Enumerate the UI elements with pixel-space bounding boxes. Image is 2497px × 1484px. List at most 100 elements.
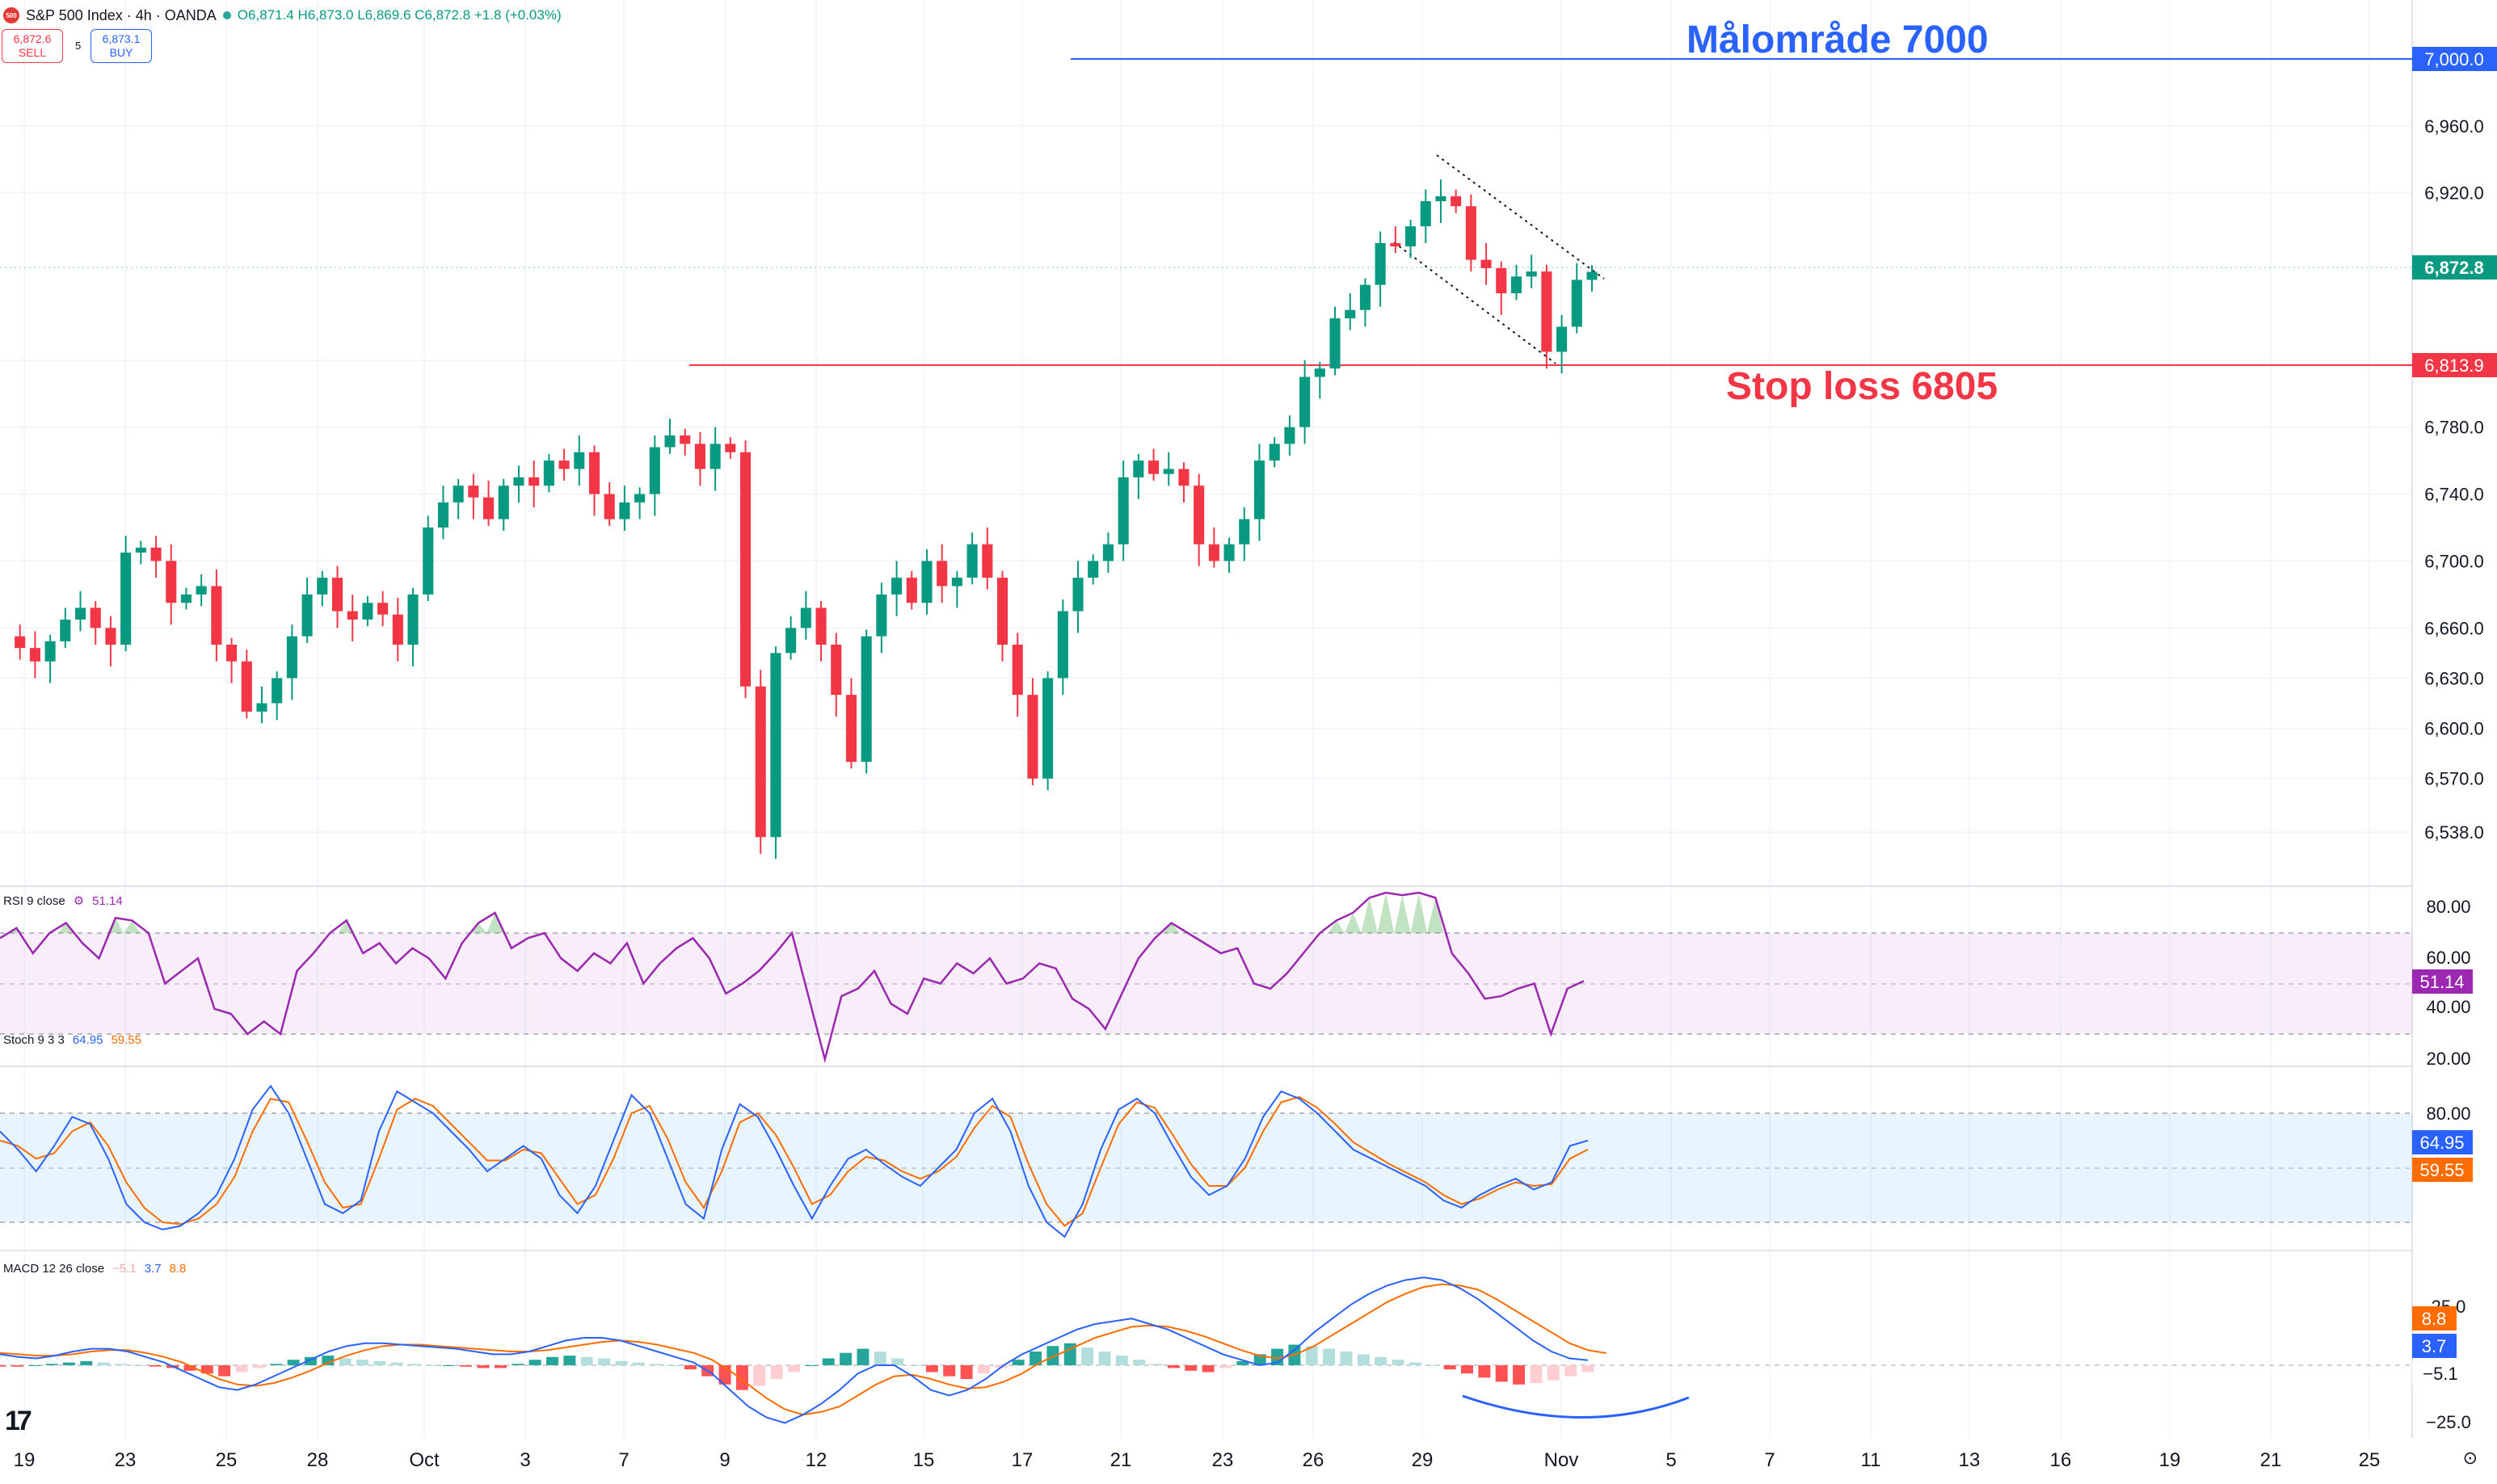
candle-body[interactable]: [937, 561, 948, 586]
candle-body[interactable]: [725, 444, 736, 452]
candle-body[interactable]: [1404, 226, 1417, 246]
stoch-k-line[interactable]: [0, 1084, 1589, 1238]
candle-body[interactable]: [1345, 309, 1356, 319]
candle-body[interactable]: [1088, 561, 1099, 578]
sell-button[interactable]: 6,872.6 SELL: [2, 29, 63, 63]
candle-body[interactable]: [845, 695, 857, 762]
candle-body[interactable]: [272, 678, 283, 704]
candle-body[interactable]: [1526, 271, 1537, 277]
rsi-settings-icon[interactable]: ⚙: [73, 894, 85, 908]
candle-body[interactable]: [1571, 280, 1582, 327]
candle-body[interactable]: [664, 435, 676, 448]
candle-body[interactable]: [1163, 469, 1174, 474]
candle-body[interactable]: [423, 528, 434, 595]
candle-body[interactable]: [634, 494, 646, 502]
candle-body[interactable]: [604, 494, 615, 519]
macd-curve-annotation[interactable]: [1462, 1394, 1690, 1419]
candle-body[interactable]: [15, 636, 26, 649]
candle-body[interactable]: [317, 578, 328, 595]
candle-body[interactable]: [528, 477, 540, 486]
candle-body[interactable]: [1586, 271, 1598, 280]
candle-body[interactable]: [921, 561, 933, 603]
candle-body[interactable]: [800, 607, 811, 628]
candle-body[interactable]: [1299, 376, 1311, 427]
stoch-legend[interactable]: Stoch 9 3 3 64.95 59.55: [3, 1033, 141, 1047]
tradingview-logo-icon[interactable]: 17: [5, 1406, 32, 1436]
macd-legend[interactable]: MACD 12 26 close −5.1 3.7 8.8: [3, 1262, 186, 1276]
candle-body[interactable]: [1027, 695, 1038, 779]
macd-line[interactable]: [0, 1276, 1589, 1424]
candle-body[interactable]: [196, 586, 207, 595]
candle-body[interactable]: [211, 586, 222, 645]
candle-body[interactable]: [891, 578, 903, 595]
candle-body[interactable]: [392, 614, 403, 645]
candle-body[interactable]: [1284, 427, 1295, 444]
candle-body[interactable]: [1269, 444, 1280, 461]
candle-body[interactable]: [1072, 578, 1084, 612]
candle-body[interactable]: [1451, 195, 1462, 207]
candle-body[interactable]: [739, 452, 752, 687]
candle-body[interactable]: [468, 486, 479, 498]
candle-body[interactable]: [876, 594, 887, 637]
candle-body[interactable]: [574, 452, 585, 469]
candle-body[interactable]: [1118, 477, 1129, 544]
candle-body[interactable]: [1102, 544, 1114, 561]
channel-upper-line[interactable]: [1436, 154, 1605, 280]
candle-body[interactable]: [1178, 469, 1190, 486]
candle-body[interactable]: [120, 553, 132, 645]
candle-body[interactable]: [90, 607, 101, 628]
candle-body[interactable]: [558, 460, 570, 469]
candle-body[interactable]: [377, 603, 389, 615]
candle-body[interactable]: [831, 645, 842, 696]
candle-body[interactable]: [588, 452, 600, 494]
candle-body[interactable]: [453, 486, 464, 502]
rsi-legend[interactable]: RSI 9 close ⚙ 51.14: [3, 893, 123, 909]
channel-lower-line[interactable]: [1393, 242, 1556, 364]
candle-body[interactable]: [226, 645, 238, 662]
candle-body[interactable]: [1253, 460, 1265, 519]
candle-body[interactable]: [1148, 460, 1160, 474]
candle-body[interactable]: [1390, 242, 1401, 246]
candle-body[interactable]: [982, 544, 993, 578]
candle-body[interactable]: [1329, 318, 1341, 369]
candle-body[interactable]: [694, 444, 705, 469]
candle-body[interactable]: [755, 686, 766, 838]
candle-body[interactable]: [1208, 544, 1219, 561]
candle-body[interactable]: [951, 578, 962, 586]
candle-body[interactable]: [710, 444, 721, 469]
candle-body[interactable]: [105, 628, 116, 645]
candle-body[interactable]: [1359, 284, 1371, 310]
candle-body[interactable]: [619, 502, 630, 519]
candle-body[interactable]: [301, 594, 313, 637]
candle-body[interactable]: [74, 607, 86, 620]
candle-body[interactable]: [1239, 519, 1250, 544]
candle-body[interactable]: [785, 628, 797, 654]
candle-body[interactable]: [483, 497, 495, 519]
candle-body[interactable]: [513, 477, 524, 486]
candle-body[interactable]: [906, 578, 917, 603]
candle-body[interactable]: [347, 611, 358, 620]
time-axis[interactable]: 19 23 25 28 Oct 3 7 9 12 15 17 21 23 26 29 Nov 5 7 11 13 16 1…: [14, 1449, 2381, 1471]
candle-body[interactable]: [362, 603, 373, 620]
candle-body[interactable]: [649, 447, 660, 494]
buy-button[interactable]: 6,873.1 BUY: [91, 29, 152, 63]
candle-body[interactable]: [407, 594, 419, 645]
candle-body[interactable]: [1042, 678, 1054, 779]
rsi-line[interactable]: [0, 891, 1585, 1064]
candle-body[interactable]: [1057, 611, 1068, 679]
candle-body[interactable]: [1496, 267, 1507, 293]
candle-body[interactable]: [256, 703, 267, 712]
candle-body[interactable]: [966, 544, 978, 578]
candle-body[interactable]: [60, 619, 71, 641]
stop-loss-annotation[interactable]: Stop loss 6805: [1726, 365, 1998, 408]
candle-body[interactable]: [1314, 368, 1325, 377]
target-annotation[interactable]: Målområde 7000: [1686, 19, 1989, 61]
candle-body[interactable]: [861, 636, 872, 762]
candle-body[interactable]: [150, 547, 162, 561]
candle-body[interactable]: [1541, 271, 1552, 352]
candle-body[interactable]: [166, 561, 177, 603]
candle-body[interactable]: [331, 578, 343, 612]
candle-body[interactable]: [1435, 195, 1446, 202]
symbol-title[interactable]: S&P 500 Index · 4h · OANDA: [26, 6, 217, 23]
